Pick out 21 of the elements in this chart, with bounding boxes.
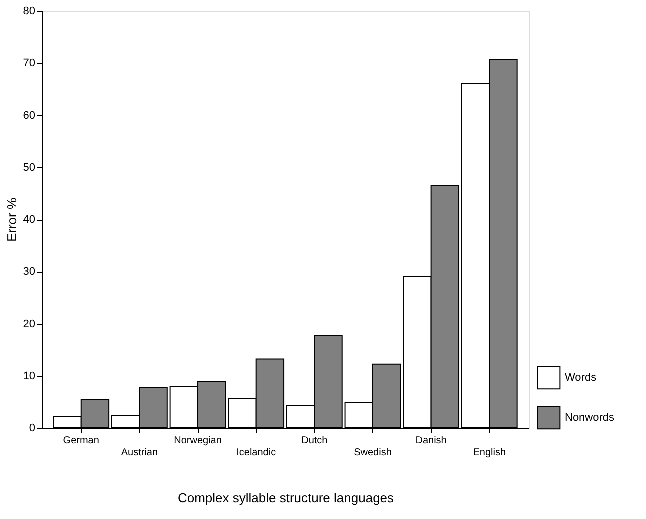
x-tick-label: Icelandic (236, 448, 276, 458)
y-tick-label: 10 (23, 370, 36, 382)
y-tick-label: 20 (23, 318, 36, 330)
x-tick-label: Swedish (354, 448, 392, 458)
x-tick-label: Austrian (121, 448, 158, 458)
y-tick-label: 50 (23, 162, 36, 174)
y-tick-label: 80 (23, 6, 36, 18)
x-tick-label: Dutch (302, 436, 328, 446)
legend-label: Words (565, 372, 598, 384)
x-tick-label: Norwegian (174, 436, 222, 446)
y-tick-label: 40 (23, 214, 36, 226)
x-tick-label: Danish (416, 436, 447, 446)
y-tick-label: 70 (23, 58, 36, 70)
x-tick-label: English (473, 448, 506, 458)
y-tick-label: 0 (29, 422, 36, 434)
y-axis-title: Error % (4, 198, 20, 242)
x-axis-title: Complex syllable structure languages (178, 490, 395, 506)
legend-label: Nonwords (565, 412, 616, 424)
y-tick-label: 30 (23, 266, 36, 278)
x-tick-label: German (63, 436, 100, 446)
y-tick-label: 60 (23, 110, 36, 122)
